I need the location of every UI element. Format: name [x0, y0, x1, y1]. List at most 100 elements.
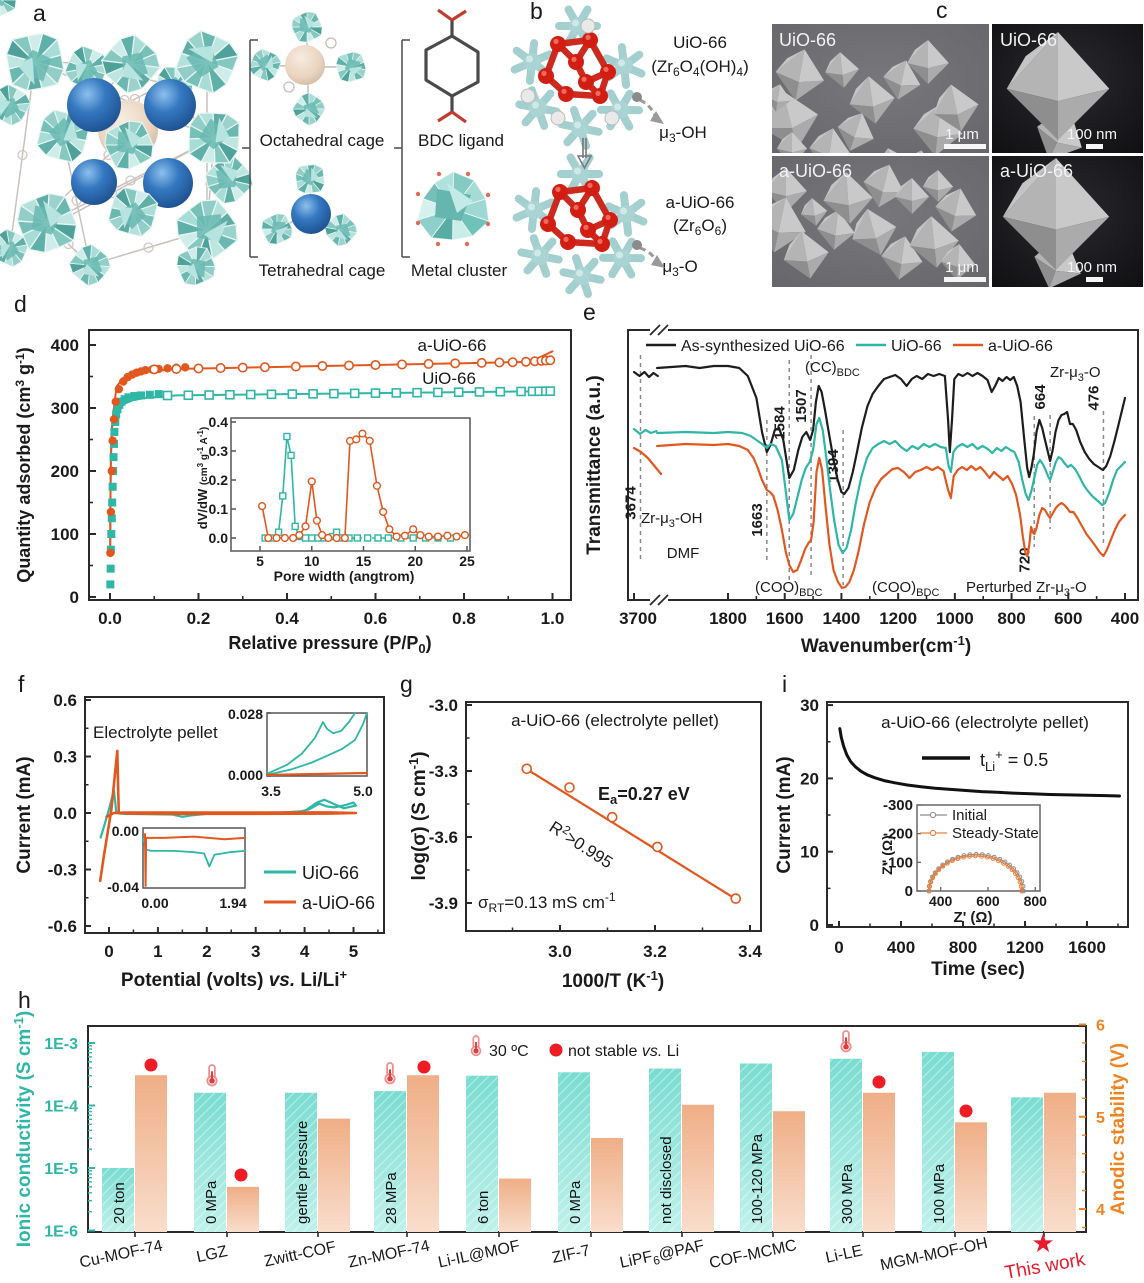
- svg-text:Zn-MOF-74: Zn-MOF-74: [347, 1238, 431, 1272]
- svg-text:Li-LE: Li-LE: [824, 1242, 864, 1266]
- svg-text:BDC ligand: BDC ligand: [418, 131, 504, 150]
- svg-text:Electrolyte pellet: Electrolyte pellet: [93, 723, 218, 742]
- svg-text:0.00: 0.00: [112, 823, 139, 839]
- svg-text:h: h: [18, 987, 31, 1013]
- svg-text:Pore width (angtrom): Pore width (angtrom): [274, 568, 415, 584]
- svg-text:c: c: [936, 0, 948, 23]
- svg-text:1000/T (K-1): 1000/T (K-1): [562, 968, 664, 992]
- svg-text:DMF: DMF: [667, 545, 700, 562]
- svg-text:LGZ: LGZ: [195, 1243, 229, 1266]
- svg-text:UiO-66: UiO-66: [302, 863, 359, 883]
- svg-text:0: 0: [810, 916, 819, 935]
- svg-text:3: 3: [251, 942, 260, 961]
- svg-text:0 MPa: 0 MPa: [203, 1180, 220, 1224]
- svg-text:20 ton: 20 ton: [111, 1182, 128, 1224]
- svg-text:-0.04: -0.04: [107, 879, 139, 895]
- svg-text:a-UiO-66 (electrolyte pellet): a-UiO-66 (electrolyte pellet): [511, 711, 719, 730]
- svg-text:g: g: [400, 671, 413, 697]
- svg-text:a-UiO-66: a-UiO-66: [1000, 161, 1073, 181]
- svg-text:0.3: 0.3: [209, 443, 229, 459]
- svg-text:UiO-66: UiO-66: [673, 33, 727, 52]
- svg-text:476: 476: [1085, 385, 1102, 410]
- svg-text:300: 300: [51, 399, 79, 418]
- svg-text:0.0: 0.0: [53, 804, 77, 823]
- svg-text:400: 400: [887, 938, 915, 957]
- svg-text:a-UiO-66 (electrolyte pellet): a-UiO-66 (electrolyte pellet): [881, 713, 1089, 732]
- svg-text:5.0: 5.0: [353, 783, 373, 799]
- svg-text:20: 20: [407, 553, 423, 569]
- svg-text:e: e: [583, 299, 596, 325]
- svg-text:10: 10: [304, 553, 320, 569]
- svg-text:Cu-MOF-74: Cu-MOF-74: [78, 1237, 164, 1271]
- svg-text:664: 664: [1032, 384, 1049, 410]
- svg-text:(Zr6O6): (Zr6O6): [673, 216, 727, 238]
- svg-text:μ3-OH: μ3-OH: [659, 123, 707, 145]
- svg-text:log(σ) (S cm-1): log(σ) (S cm-1): [406, 751, 430, 880]
- svg-text:3.2: 3.2: [643, 942, 667, 961]
- svg-text:100 nm: 100 nm: [1067, 259, 1117, 276]
- svg-text:MGM-MOF-OH: MGM-MOF-OH: [879, 1235, 989, 1274]
- svg-text:200: 200: [51, 462, 79, 481]
- svg-text:dV/dW (cm3 g-1 A-1): dV/dW (cm3 g-1 A-1): [195, 427, 210, 529]
- svg-text:1200: 1200: [1006, 938, 1044, 957]
- svg-text:28 MPa: 28 MPa: [383, 1172, 400, 1224]
- svg-text:Zr-μ3-OH: Zr-μ3-OH: [641, 510, 702, 530]
- svg-text:15: 15: [356, 553, 372, 569]
- svg-text:400: 400: [51, 336, 79, 355]
- svg-text:4: 4: [300, 942, 310, 961]
- svg-text:Time (sec): Time (sec): [931, 959, 1025, 980]
- svg-text:1E-3: 1E-3: [44, 1036, 78, 1053]
- svg-text:a-UiO-66: a-UiO-66: [418, 336, 487, 355]
- svg-text:f: f: [18, 671, 25, 697]
- svg-text:0.6: 0.6: [364, 609, 388, 628]
- svg-text:Quantity adsorbed (cm3 g-1): Quantity adsorbed (cm3 g-1): [13, 347, 34, 582]
- svg-text:UiO-66: UiO-66: [1000, 30, 1057, 50]
- svg-text:0.2: 0.2: [209, 472, 229, 488]
- svg-text:μ3-O: μ3-O: [662, 257, 697, 279]
- svg-text:-3.9: -3.9: [429, 894, 458, 913]
- svg-text:UiO-66: UiO-66: [779, 30, 836, 50]
- svg-text:Ionic conductivity (S cm-1): Ionic conductivity (S cm-1): [11, 1011, 35, 1247]
- svg-text:1 μm: 1 μm: [945, 126, 979, 143]
- svg-text:d: d: [14, 291, 27, 317]
- svg-text:not stable vs. Li: not stable vs. Li: [568, 1043, 679, 1060]
- svg-text:(COO)BDC: (COO)BDC: [755, 579, 822, 599]
- svg-text:3.5: 3.5: [261, 783, 281, 799]
- svg-text:-3.6: -3.6: [429, 828, 458, 847]
- svg-text:-0.6: -0.6: [48, 917, 77, 936]
- svg-text:0: 0: [834, 938, 843, 957]
- svg-text:100 nm: 100 nm: [1067, 126, 1117, 143]
- svg-text:0: 0: [70, 588, 79, 607]
- svg-text:σRT=0.13 mS cm-1: σRT=0.13 mS cm-1: [478, 890, 616, 915]
- svg-text:1400: 1400: [823, 609, 861, 628]
- svg-text:0.0: 0.0: [98, 609, 122, 628]
- svg-text:1E-5: 1E-5: [44, 1161, 78, 1178]
- svg-text:Z' (Ω): Z' (Ω): [954, 909, 993, 926]
- svg-text:25: 25: [459, 553, 475, 569]
- svg-text:Zwitt-COF: Zwitt-COF: [263, 1239, 338, 1271]
- svg-text:a: a: [33, 0, 46, 26]
- svg-text:3700: 3700: [619, 609, 657, 628]
- svg-text:800: 800: [1024, 893, 1048, 909]
- svg-text:Tetrahedral cage: Tetrahedral cage: [259, 261, 386, 280]
- svg-text:b: b: [530, 0, 543, 24]
- svg-text:Ea=0.27 eV: Ea=0.27 eV: [598, 784, 690, 807]
- svg-text:Transmittance (a.u.): Transmittance (a.u.): [584, 375, 605, 555]
- svg-text:3.4: 3.4: [738, 942, 762, 961]
- svg-text:20: 20: [800, 769, 819, 788]
- svg-text:300 MPa: 300 MPa: [839, 1163, 856, 1224]
- svg-text:1E-4: 1E-4: [44, 1099, 78, 1116]
- svg-text:UiO-66: UiO-66: [422, 369, 476, 388]
- svg-text:600: 600: [976, 893, 1000, 909]
- svg-text:5: 5: [349, 942, 358, 961]
- svg-text:4: 4: [1096, 1202, 1105, 1219]
- svg-text:0.00: 0.00: [141, 895, 168, 911]
- svg-text:720: 720: [1016, 547, 1033, 572]
- svg-text:(COO)BDC: (COO)BDC: [872, 579, 939, 599]
- svg-text:-300: -300: [883, 797, 913, 814]
- svg-text:30: 30: [800, 696, 819, 715]
- svg-text:0.4: 0.4: [209, 414, 229, 430]
- svg-text:0.028: 0.028: [228, 706, 263, 722]
- svg-text:As-synthesized UiO-66: As-synthesized UiO-66: [681, 338, 845, 355]
- svg-text:R2>0.995: R2>0.995: [546, 816, 617, 873]
